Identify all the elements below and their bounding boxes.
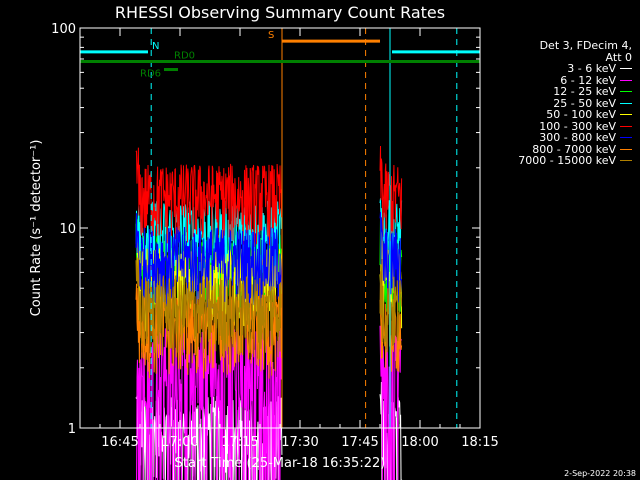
- legend-item-label: 7000 - 15000 keV: [518, 154, 616, 167]
- legend-item-label: 300 - 800 keV: [539, 131, 616, 144]
- legend-item: 3 - 6 keV: [484, 63, 632, 75]
- legend-item-label: 800 - 7000 keV: [532, 142, 616, 156]
- legend-item: 25 - 50 keV: [484, 96, 632, 110]
- x-tick-label-0: 16:45: [101, 435, 138, 450]
- y-tick-label-2: 100: [51, 22, 76, 37]
- legend-swatch: [620, 160, 632, 162]
- legend-item: 300 - 800 keV: [484, 132, 632, 144]
- legend-item: 12 - 25 keV: [484, 86, 632, 98]
- legend-series-list: 3 - 6 keV 6 - 12 keV 12 - 25 keV 25 - 50 ke…: [484, 63, 632, 167]
- legend-header-2: Att 0: [605, 50, 632, 64]
- series-trace-8-1: [379, 258, 403, 353]
- legend-swatch: [620, 79, 632, 81]
- legend-item: 7000 - 15000 keV: [484, 155, 632, 167]
- date-stamp: 2-Sep-2022 20:38: [564, 469, 636, 478]
- legend-item: 100 - 300 keV: [484, 119, 632, 133]
- legend-item: 50 - 100 keV: [484, 109, 632, 121]
- legend-item: 6 - 12 keV: [484, 73, 632, 87]
- x-axis-label: Start Time (25-Mar-18 16:35:22): [175, 456, 386, 471]
- legend-header-1: Det 3, FDecim 4,: [539, 39, 632, 52]
- series-trace-5-1: [379, 145, 403, 242]
- series-trace-6-1: [379, 212, 403, 307]
- legend-item: 800 - 7000 keV: [484, 142, 632, 156]
- legend-swatch: [620, 91, 632, 93]
- flag-label-rd0: RD0: [174, 50, 195, 61]
- y-axis-label: Count Rate (s⁻¹ detector⁻¹): [29, 140, 44, 317]
- legend-swatch: [620, 68, 632, 70]
- y-tick-label-1: 10: [59, 222, 76, 237]
- flag-label-rd6: RD6: [140, 69, 161, 80]
- legend-swatch: [620, 125, 632, 127]
- series-trace-8-0: [135, 257, 283, 360]
- series-trace-1-1: [379, 325, 403, 480]
- x-tick-label-5: 18:00: [401, 435, 438, 450]
- series-trace-5-0: [135, 147, 283, 248]
- x-tick-label-6: 18:15: [461, 435, 498, 450]
- chart-title: RHESSI Observing Summary Count Rates: [115, 3, 445, 22]
- legend-item-label: 25 - 50 keV: [553, 96, 616, 110]
- legend-swatch: [620, 114, 632, 116]
- x-tick-label-2: 17:15: [221, 435, 258, 450]
- flag-label-s: S: [268, 30, 274, 41]
- flag-label-n: N: [152, 41, 159, 52]
- x-tick-label-4: 17:45: [341, 435, 378, 450]
- legend-item-label: 100 - 300 keV: [539, 119, 616, 133]
- series-trace-6-0: [135, 213, 283, 311]
- legend-item-label: 50 - 100 keV: [546, 108, 616, 121]
- x-tick-label-1: 17:00: [161, 435, 198, 450]
- y-tick-label-0: 1: [68, 422, 76, 437]
- x-tick-label-3: 17:30: [281, 435, 318, 450]
- legend-item-label: 6 - 12 keV: [560, 73, 616, 87]
- legend-swatch: [620, 102, 632, 104]
- legend-swatch: [620, 137, 632, 139]
- legend: Det 3, FDecim 4, Att 0 3 - 6 keV 6 - 12 k…: [484, 40, 632, 167]
- legend-item-label: 12 - 25 keV: [553, 85, 616, 98]
- legend-swatch: [620, 148, 632, 150]
- legend-item-label: 3 - 6 keV: [567, 62, 616, 75]
